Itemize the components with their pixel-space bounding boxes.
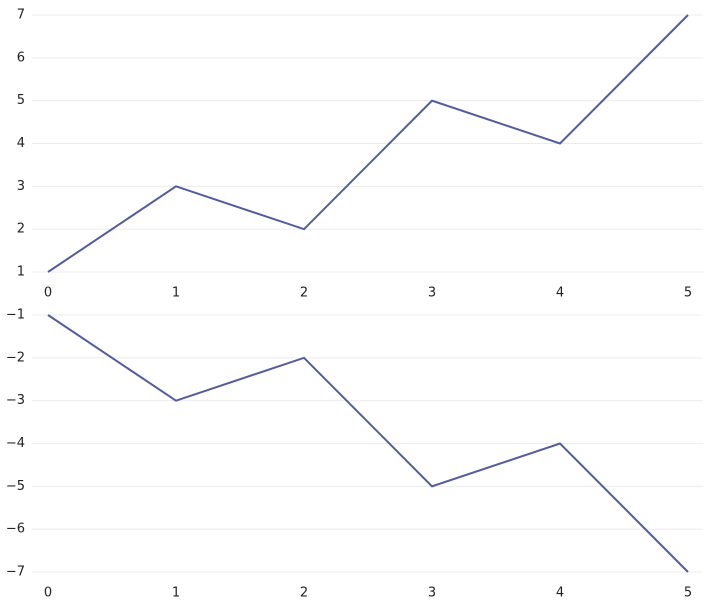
y-tick-label: −3 xyxy=(6,393,25,408)
x-tick-label: 5 xyxy=(684,586,692,601)
line xyxy=(47,314,689,573)
y-tick-label: −6 xyxy=(6,522,25,537)
x-tick-label: 0 xyxy=(44,586,52,601)
x-tick-label: 1 xyxy=(172,286,180,301)
x-tick-label: 2 xyxy=(300,586,308,601)
x-tick-label: 4 xyxy=(556,586,564,601)
x-tick-label: 0 xyxy=(44,286,52,301)
y-tick-label: 1 xyxy=(17,265,25,280)
y-tick-label: −1 xyxy=(6,308,25,323)
y-tick-label: −5 xyxy=(6,479,25,494)
y-tick-label: −2 xyxy=(6,350,25,365)
x-tick-label: 1 xyxy=(172,586,180,601)
x-tick-label: 5 xyxy=(684,286,692,301)
y-tick-label: −4 xyxy=(6,436,25,451)
x-tick-label: 3 xyxy=(428,586,436,601)
y-tick-label: 7 xyxy=(17,8,25,23)
x-tick-label: 2 xyxy=(300,286,308,301)
line xyxy=(47,14,689,273)
y-tick-label: −7 xyxy=(6,565,25,580)
y-tick-label: 4 xyxy=(17,136,25,151)
x-tick-label: 3 xyxy=(428,286,436,301)
y-tick-label: 3 xyxy=(17,179,25,194)
y-tick-label: 5 xyxy=(17,93,25,108)
y-tick-label: 6 xyxy=(17,50,25,65)
y-tick-label: 2 xyxy=(17,222,25,237)
x-tick-label: 4 xyxy=(556,286,564,301)
